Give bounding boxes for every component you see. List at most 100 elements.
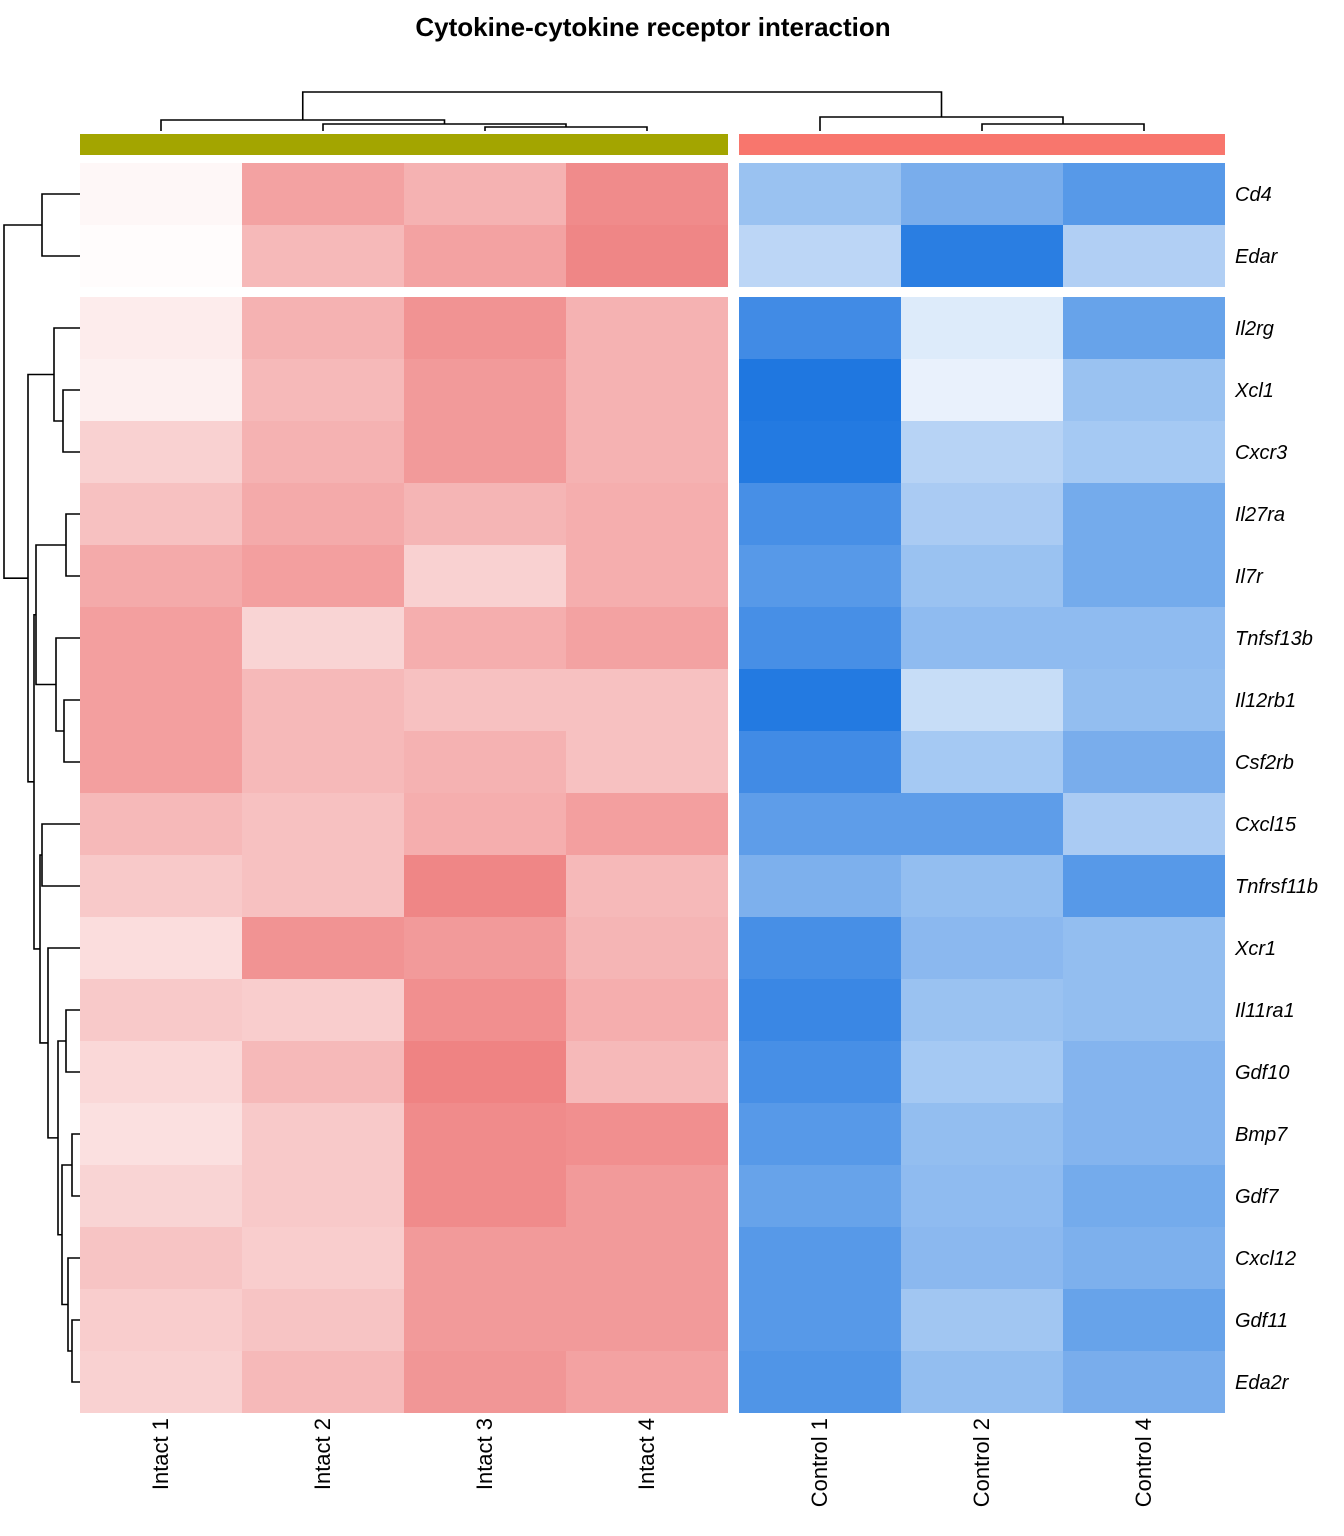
heatmap-cell [404, 1227, 566, 1289]
heatmap-cell [566, 1351, 728, 1413]
dendrogram-link [67, 1257, 80, 1352]
heatmap-cell [404, 917, 566, 979]
row-label: Xcr1 [1234, 938, 1276, 960]
row-label: Cxcl12 [1235, 1248, 1296, 1270]
heatmap-cell [901, 855, 1063, 917]
heatmap-cell [1063, 979, 1225, 1041]
heatmap-cell [901, 1165, 1063, 1227]
heatmap-cell [80, 483, 242, 545]
heatmap-cell [566, 917, 728, 979]
heatmap-cell [242, 483, 404, 545]
heatmap-cell [739, 421, 901, 483]
dendrogram-link [61, 1164, 72, 1306]
heatmap-cell [566, 1165, 728, 1227]
heatmap-cell [404, 855, 566, 917]
heatmap-cell [901, 731, 1063, 793]
heatmap-cell [739, 163, 901, 225]
heatmap-cell [80, 1351, 242, 1413]
heatmap-cell [80, 1227, 242, 1289]
heatmap-cell [80, 731, 242, 793]
heatmap-cell [901, 917, 1063, 979]
heatmap-cell [80, 297, 242, 359]
heatmap-cell [566, 669, 728, 731]
column-label: Intact 4 [634, 1418, 659, 1490]
heatmap-cell [404, 421, 566, 483]
heatmap-cell [566, 1041, 728, 1103]
heatmap-cell [566, 359, 728, 421]
heatmap-cell [404, 483, 566, 545]
row-label: Gdf11 [1235, 1310, 1288, 1332]
dendrogram-link [35, 544, 66, 686]
heatmap-cell [566, 483, 728, 545]
heatmap-cell [1063, 163, 1225, 225]
heatmap-cell [404, 607, 566, 669]
dendrogram-link [301, 91, 943, 120]
heatmap-cell [80, 793, 242, 855]
row-label: Cd4 [1235, 184, 1272, 206]
dendrogram-link [53, 327, 80, 422]
heatmap-cell [566, 421, 728, 483]
heatmap-cell [1063, 225, 1225, 287]
heatmap-cell [566, 1227, 728, 1289]
heatmap-cell [242, 1041, 404, 1103]
dendrogram-link [65, 1009, 80, 1073]
heatmap-cell [739, 1289, 901, 1351]
column-annotation-bars [80, 134, 1225, 155]
column-dendrogram [160, 91, 1145, 131]
heatmap-cell [739, 979, 901, 1041]
heatmap-cell [901, 979, 1063, 1041]
heatmap-cell [739, 731, 901, 793]
heatmap-cell [739, 1227, 901, 1289]
row-label: Gdf7 [1235, 1186, 1279, 1208]
heatmap-cell [404, 731, 566, 793]
heatmap-cell [566, 979, 728, 1041]
heatmap-cell [739, 793, 901, 855]
column-label: Intact 3 [472, 1418, 497, 1490]
dendrogram-link [71, 1133, 80, 1197]
row-label: Tnfrsf11b [1235, 876, 1318, 898]
row-label: Il7r [1235, 566, 1264, 588]
heatmap-cell [404, 669, 566, 731]
heatmap-cell [901, 1289, 1063, 1351]
heatmap-cell [739, 917, 901, 979]
dendrogram-link [27, 373, 54, 783]
heatmap-cell [404, 1289, 566, 1351]
heatmap-cell [1063, 359, 1225, 421]
heatmap-cell [404, 1041, 566, 1103]
row-label: Cxcr3 [1235, 442, 1287, 464]
heatmap-cell [1063, 669, 1225, 731]
heatmap-cell [80, 607, 242, 669]
heatmap-cell [242, 979, 404, 1041]
heatmap-cell [566, 731, 728, 793]
column-label: Control 4 [1131, 1418, 1156, 1507]
heatmap-cell [901, 607, 1063, 669]
heatmap-cell [901, 225, 1063, 287]
heatmap-cell [80, 163, 242, 225]
row-label: Xcl1 [1234, 380, 1274, 402]
chart-title: Cytokine-cytokine receptor interaction [415, 12, 891, 42]
heatmap-cell [242, 1351, 404, 1413]
heatmap-cell [1063, 421, 1225, 483]
heatmap-cell [242, 163, 404, 225]
heatmap-cell [242, 421, 404, 483]
row-label: Cxcl15 [1235, 814, 1297, 836]
heatmap-cell [566, 1103, 728, 1165]
column-labels: Intact 1 Intact 2 Intact 3 Intact 4 Control … [148, 1418, 1156, 1507]
heatmap-cell [739, 1351, 901, 1413]
heatmap-cell [1063, 1227, 1225, 1289]
heatmap-cell [242, 1289, 404, 1351]
heatmap-cell [404, 297, 566, 359]
dendrogram-link [47, 947, 80, 1139]
heatmap-cell [901, 1351, 1063, 1413]
dendrogram-link [3, 224, 42, 579]
heatmap-cell [566, 793, 728, 855]
heatmap-cell [242, 359, 404, 421]
row-labels: Cd4 Edar Il2rg Xcl1 Cxcr3 Il27ra Il7r Tnfsf13b I… [1234, 184, 1318, 1394]
heatmap-cell [242, 545, 404, 607]
column-label: Intact 2 [310, 1418, 335, 1490]
heatmap-cell [80, 917, 242, 979]
row-label: Gdf10 [1235, 1062, 1289, 1084]
heatmap-cell [242, 731, 404, 793]
heatmap-cell [739, 483, 901, 545]
